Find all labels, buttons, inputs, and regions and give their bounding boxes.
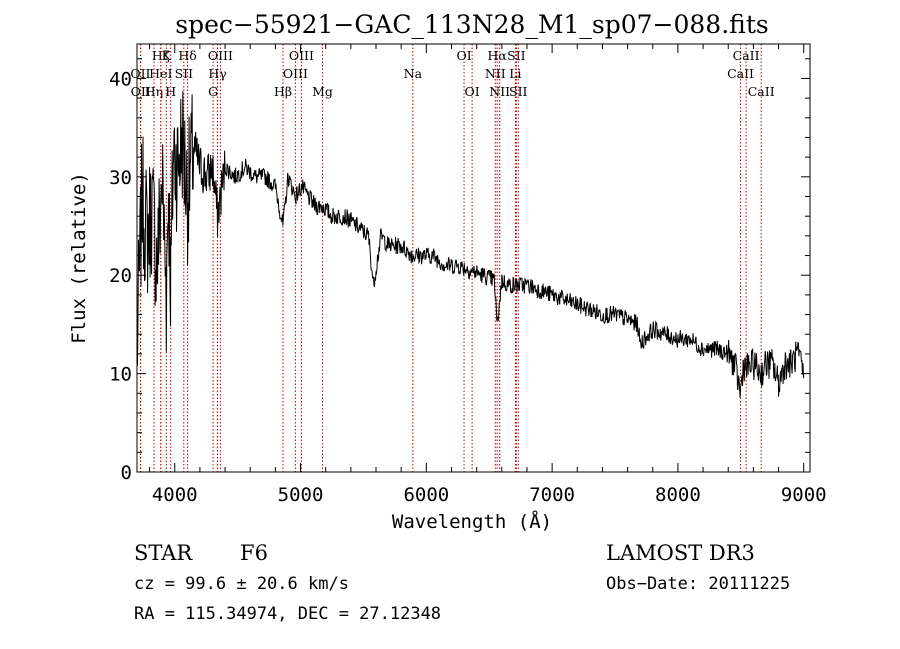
line-marker-label-2: Hδ — [178, 48, 196, 63]
line-marker-label-14: Li — [509, 66, 521, 81]
line-marker-label-9: OI — [456, 48, 471, 63]
x-tick-label-2: 6000 — [403, 484, 449, 506]
line-marker-label-0: H — [165, 84, 176, 99]
x-tick-label-3: 7000 — [529, 484, 575, 506]
y-axis-label: Flux (relative) — [68, 172, 90, 344]
x-tick-label-0: 4000 — [152, 484, 198, 506]
line-marker-label-6: OIII — [289, 48, 314, 63]
y-tick-label-1: 10 — [109, 364, 132, 386]
spectrum-series-line — [136, 91, 805, 398]
redshift-cz: cz = 99.6 ± 20.6 km/s — [134, 574, 349, 594]
observation-date: Obs−Date: 20111225 — [606, 574, 790, 594]
y-tick-label-2: 20 — [109, 265, 132, 287]
x-tick-label-5: 9000 — [781, 484, 827, 506]
line-marker-label-27: OII — [131, 84, 151, 99]
plot-frame — [136, 43, 811, 473]
line-marker-label-18: CaII — [733, 48, 760, 63]
x-tick-label-1: 5000 — [278, 484, 324, 506]
line-marker-label-1: K — [162, 48, 172, 63]
line-marker-label-15: SII — [507, 48, 526, 63]
y-tick-label-3: 30 — [109, 167, 132, 189]
line-marker-label-26: OIII — [208, 48, 233, 63]
coordinates: RA = 115.34974, DEC = 27.12348 — [134, 604, 441, 624]
x-axis-ticks: 4000 5000 6000 7000 8000 9000 — [149, 44, 827, 506]
line-marker-label-13: NII — [489, 84, 510, 99]
object-class: STAR — [134, 541, 193, 565]
y-tick-label-0: 0 — [121, 462, 132, 484]
x-axis-label: Wavelength (Å) — [392, 510, 552, 533]
line-marker-label-25: G — [208, 84, 218, 99]
line-marker-label-17: CaII — [727, 66, 754, 81]
object-subclass: F6 — [240, 541, 268, 565]
y-tick-label-4: 40 — [109, 68, 132, 90]
spectral-line-markers: HK HδHγHβOIIIOIIIMgNaOIOINIIHαNIILiSIISII… — [130, 44, 775, 472]
line-marker-label-4: Hβ — [274, 84, 292, 99]
line-marker-label-5: OIII — [283, 66, 308, 81]
line-marker-label-3: Hγ — [208, 66, 226, 81]
x-tick-label-4: 8000 — [655, 484, 701, 506]
line-marker-label-21: Hη — [145, 84, 163, 99]
line-marker-label-10: OI — [465, 84, 480, 99]
survey-name: LAMOST DR3 — [606, 541, 755, 565]
line-marker-label-16: SII — [509, 84, 528, 99]
line-marker-label-11: NII — [485, 66, 506, 81]
line-marker-label-8: Na — [404, 66, 423, 81]
line-marker-label-12: Hα — [487, 48, 507, 63]
line-marker-label-19: CaII — [748, 84, 775, 99]
y-axis-ticks: 0 10 20 30 40 — [109, 58, 810, 484]
line-marker-label-7: Mg — [312, 84, 333, 99]
line-marker-label-24: SII — [175, 66, 194, 81]
line-marker-label-23: HeI — [149, 66, 172, 81]
chart-title: spec−55921−GAC_113N28_M1_sp07−088.fits — [175, 10, 768, 39]
